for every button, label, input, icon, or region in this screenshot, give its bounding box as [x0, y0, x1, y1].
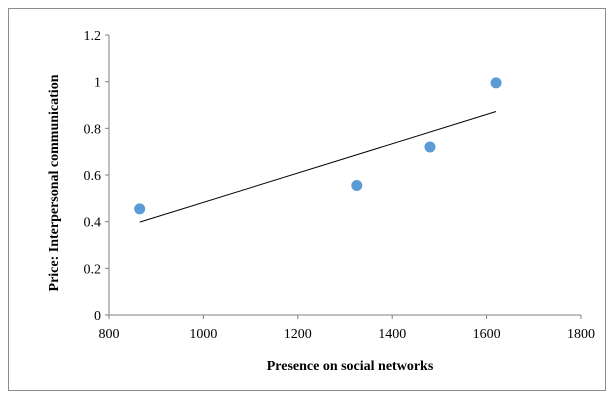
y-tick-label: 0.8 — [84, 122, 102, 137]
y-tick-label: 0.6 — [84, 169, 102, 184]
y-tick-label: 0 — [94, 309, 101, 324]
chart-frame — [8, 8, 606, 391]
trendline — [139, 111, 497, 223]
data-point — [490, 77, 502, 89]
trendline-group — [139, 111, 497, 223]
x-tick-label: 1400 — [378, 327, 406, 342]
x-tick-label: 1200 — [284, 327, 312, 342]
x-axis: 800 1000 1200 1400 1600 1800 — [99, 314, 595, 342]
data-point — [134, 203, 146, 215]
y-tick-label: 1.2 — [84, 29, 102, 44]
y-tick-label: 0.2 — [84, 262, 102, 277]
y-tick-label: 0.4 — [84, 216, 102, 231]
y-axis-title: Price: Interpersonal communication — [47, 74, 62, 291]
x-axis-title: Presence on social networks — [267, 359, 434, 374]
y-tick-label: 1 — [94, 76, 101, 91]
x-tick-label: 1600 — [473, 327, 501, 342]
x-tick-label: 1800 — [567, 327, 595, 342]
x-tick-label: 800 — [99, 327, 120, 342]
x-tick-label: 1000 — [189, 327, 217, 342]
data-point — [351, 180, 363, 191]
data-points — [134, 77, 502, 215]
y-axis: 0 0.2 0.4 0.6 0.8 1 1.2 — [84, 29, 110, 324]
data-point — [424, 141, 436, 153]
